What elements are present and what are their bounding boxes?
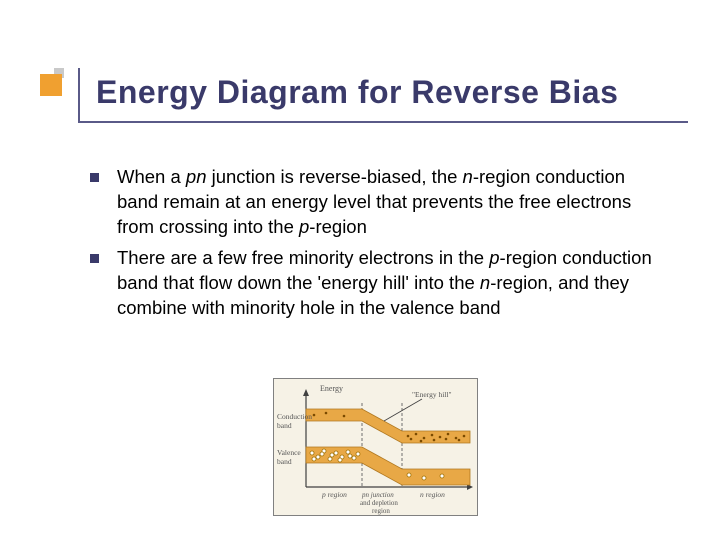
svg-text:Conduction: Conduction xyxy=(277,412,312,421)
svg-text:Valence: Valence xyxy=(277,448,301,457)
svg-text:band: band xyxy=(277,421,292,430)
bullet-marker-icon xyxy=(90,173,99,182)
diagram-svg: EnergyConductionbandValenceband"Energy h… xyxy=(274,379,477,515)
bullet-marker-icon xyxy=(90,254,99,263)
svg-text:pn junction: pn junction xyxy=(361,491,394,499)
svg-text:and depletion: and depletion xyxy=(360,499,398,507)
page-title: Energy Diagram for Reverse Bias xyxy=(96,74,618,111)
decor-square-orange xyxy=(40,74,62,96)
energy-band-diagram: EnergyConductionbandValenceband"Energy h… xyxy=(273,378,478,516)
bullet-text: There are a few free minority electrons … xyxy=(117,246,670,321)
svg-text:n region: n region xyxy=(420,490,445,499)
list-item: There are a few free minority electrons … xyxy=(90,246,670,321)
svg-text:region: region xyxy=(372,507,390,515)
list-item: When a pn junction is reverse-biased, th… xyxy=(90,165,670,240)
svg-text:"Energy hill": "Energy hill" xyxy=(412,390,452,399)
bullet-text: When a pn junction is reverse-biased, th… xyxy=(117,165,670,240)
title-decoration xyxy=(40,68,76,104)
bullet-list: When a pn junction is reverse-biased, th… xyxy=(90,165,670,327)
svg-text:Energy: Energy xyxy=(320,384,343,393)
svg-text:band: band xyxy=(277,457,292,466)
title-vertical-rule xyxy=(78,68,80,122)
title-underline xyxy=(78,121,688,123)
svg-text:p region: p region xyxy=(321,490,347,499)
